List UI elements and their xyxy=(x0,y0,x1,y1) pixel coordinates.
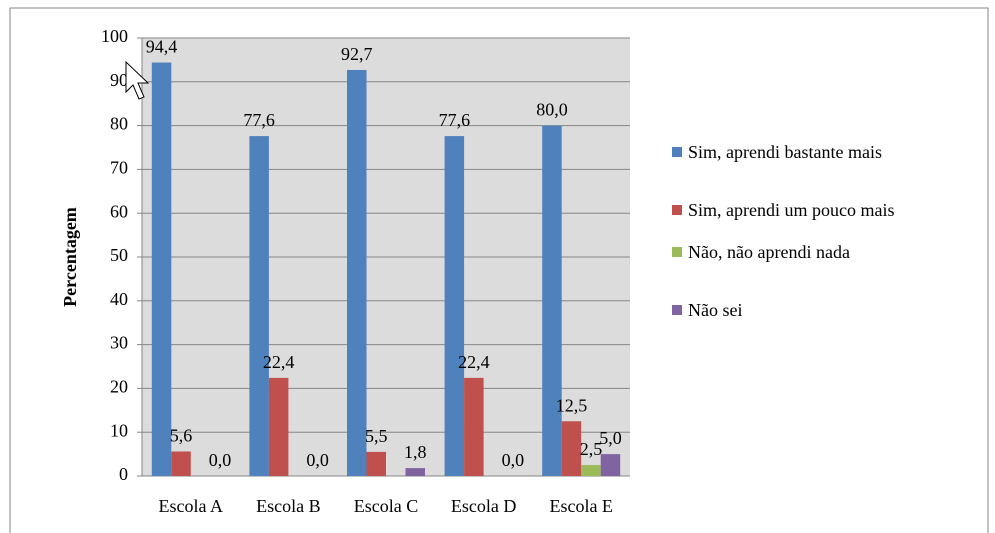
y-tick-label: 100 xyxy=(101,26,128,46)
y-tick-label: 10 xyxy=(110,420,128,440)
y-tick-label: 90 xyxy=(110,70,128,90)
data-label: 22,4 xyxy=(263,352,295,372)
legend-item: Sim, aprendi um pouco mais xyxy=(672,198,938,222)
data-label: 2,5 xyxy=(580,439,603,459)
y-axis-label: Percentagem xyxy=(60,207,80,307)
bar xyxy=(542,125,562,476)
data-label: 5,0 xyxy=(599,428,622,448)
data-label: 12,5 xyxy=(556,395,588,415)
legend: Sim, aprendi bastante mais Sim, aprendi u… xyxy=(672,140,988,322)
bar xyxy=(600,454,621,476)
data-label: 5,5 xyxy=(365,426,388,446)
bar xyxy=(405,468,425,476)
chart-frame xyxy=(9,7,989,533)
data-label: 5,6 xyxy=(170,426,193,446)
data-label: 1,8 xyxy=(404,442,427,462)
legend-swatch xyxy=(672,305,682,315)
legend-item: Não, não aprendi nada xyxy=(672,240,988,264)
data-label: 80,0 xyxy=(536,100,568,120)
legend-label: Sim, aprendi um pouco mais xyxy=(688,200,895,220)
bar xyxy=(151,62,172,476)
legend-label: Sim, aprendi bastante mais xyxy=(688,142,882,162)
legend-item: Sim, aprendi bastante mais xyxy=(672,140,988,164)
bar xyxy=(268,377,289,476)
x-tick-label: Escola A xyxy=(159,496,224,516)
legend-label: Não sei xyxy=(688,300,743,320)
data-label: 94,4 xyxy=(146,37,178,57)
legend-item: Não sei xyxy=(672,298,988,322)
y-tick-label: 50 xyxy=(110,245,128,265)
legend-swatch xyxy=(672,205,682,215)
data-label: 22,4 xyxy=(458,352,490,372)
bar xyxy=(464,377,484,476)
y-tick-label: 30 xyxy=(110,333,128,353)
bar xyxy=(444,136,465,476)
y-tick-label: 80 xyxy=(110,114,128,134)
bar xyxy=(347,69,367,476)
data-label: 0,0 xyxy=(209,450,232,470)
legend-swatch xyxy=(672,247,682,257)
y-tick-label: 70 xyxy=(110,158,128,178)
cursor xyxy=(125,60,150,100)
y-tick-label: 60 xyxy=(110,201,128,221)
x-tick-label: Escola D xyxy=(451,496,516,516)
y-tick-label: 40 xyxy=(110,289,128,309)
legend-swatch xyxy=(672,147,682,157)
bar xyxy=(561,421,582,476)
y-tick-label: 0 xyxy=(119,464,128,484)
x-tick-label: Escola E xyxy=(549,496,612,516)
bar xyxy=(366,451,386,476)
data-label: 92,7 xyxy=(341,44,373,64)
data-label: 0,0 xyxy=(502,450,525,470)
data-label: 0,0 xyxy=(306,450,329,470)
data-label: 77,6 xyxy=(243,110,275,130)
bar xyxy=(581,465,601,476)
y-tick-label: 20 xyxy=(110,377,128,397)
bar xyxy=(249,136,269,476)
x-tick-label: Escola B xyxy=(256,496,321,516)
bar xyxy=(171,451,191,476)
x-tick-label: Escola C xyxy=(354,496,419,516)
data-label: 77,6 xyxy=(439,110,471,130)
legend-label: Não, não aprendi nada xyxy=(688,242,850,262)
